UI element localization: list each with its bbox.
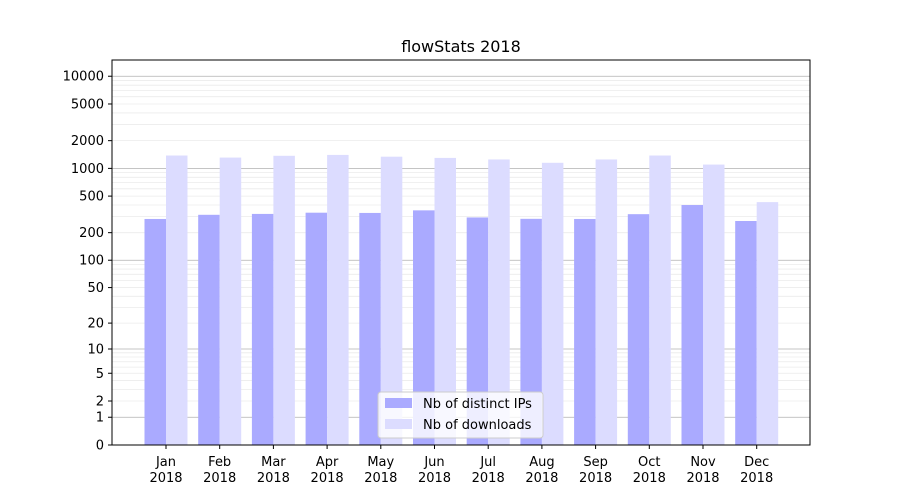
x-tick-label-month: Jun [423, 455, 444, 470]
bar-downloads-dec [756, 202, 779, 445]
x-tick-label-year: 2018 [203, 471, 236, 486]
y-tick-label: 2 [96, 395, 104, 410]
legend-swatch [385, 419, 412, 429]
bar-distinct-ips-dec [735, 220, 757, 445]
bar-distinct-ips-feb [198, 214, 220, 445]
plot-frame [111, 59, 811, 446]
x-tick-label-year: 2018 [633, 471, 666, 486]
x-tick-label-month: Nov [690, 455, 716, 470]
y-axis: 0 12 5 10 20 50 100 200 500 1000 2000 5000 10000 [63, 70, 112, 454]
x-tick-label-month: Sep [583, 455, 608, 470]
y-tick-label: 50 [87, 281, 104, 296]
bar-downloads-jun [434, 157, 456, 445]
bar-distinct-ips-aug [520, 218, 542, 445]
x-tick-label-month: Jan [155, 455, 176, 470]
x-tick-label-month: Mar [261, 455, 286, 470]
x-tick-label-month: May [367, 455, 394, 470]
legend: Nb of distinct IPs Nb of downloads [377, 391, 544, 439]
legend-label: Nb of distinct IPs [423, 397, 532, 412]
x-tick-label-year: 2018 [418, 471, 451, 486]
chart-title: flowStats 2018 [401, 37, 521, 56]
bar-downloads-apr [327, 154, 349, 445]
bar-distinct-ips-jul [466, 217, 489, 445]
bar-distinct-ips-jan [144, 218, 166, 445]
bar-distinct-ips-apr [305, 212, 328, 445]
y-tick-label: 5000 [71, 97, 104, 112]
bar-distinct-ips-jun [413, 210, 435, 445]
bar-downloads-oct [649, 155, 671, 445]
x-axis: Jan2018Feb2018Mar2018Apr2018May2018Jun20… [149, 445, 773, 486]
bars-layer [144, 154, 779, 446]
y-tick-label: 200 [79, 226, 104, 241]
bar-distinct-ips-sep [574, 218, 596, 445]
x-tick-label-year: 2018 [364, 471, 397, 486]
bar-distinct-ips-nov [681, 205, 703, 445]
y-tick-label: 10000 [63, 70, 104, 85]
x-tick-label-month: Jul [479, 455, 496, 470]
bar-downloads-aug [541, 162, 564, 445]
x-tick-label-month: Aug [529, 455, 554, 470]
bar-downloads-feb [219, 157, 242, 445]
bar-downloads-jan [166, 155, 188, 445]
bar-downloads-may [380, 156, 403, 445]
bar-distinct-ips-oct [627, 214, 650, 445]
x-tick-label-year: 2018 [525, 471, 558, 486]
bar-distinct-ips-may [359, 212, 381, 445]
bar-downloads-nov [703, 164, 725, 446]
y-tick-label: 10 [87, 342, 104, 357]
x-tick-label-year: 2018 [686, 471, 719, 486]
x-tick-label-year: 2018 [257, 471, 290, 486]
x-tick-label-year: 2018 [740, 471, 773, 486]
x-tick-label-month: Oct [638, 455, 660, 470]
legend-label: Nb of downloads [423, 418, 532, 433]
y-tick-label: 500 [79, 190, 104, 205]
legend-swatch [385, 398, 412, 408]
y-tick-label: 1 [96, 411, 104, 426]
y-tick-label: 2000 [71, 134, 104, 149]
bar-downloads-jul [488, 159, 510, 445]
y-tick-label: 0 [96, 439, 104, 454]
y-tick-label: 5 [96, 367, 104, 382]
x-tick-label-month: Apr [316, 455, 339, 470]
legend-box [377, 391, 544, 439]
x-tick-label-month: Feb [208, 455, 231, 470]
x-tick-label-year: 2018 [472, 471, 505, 486]
bar-distinct-ips-mar [251, 213, 274, 445]
y-tick-label: 20 [87, 317, 104, 332]
x-tick-label-year: 2018 [311, 471, 344, 486]
y-tick-label: 100 [79, 254, 104, 269]
y-tick-label: 1000 [71, 162, 104, 177]
x-tick-label-year: 2018 [579, 471, 612, 486]
x-tick-label-year: 2018 [149, 471, 182, 486]
x-tick-label-month: Dec [744, 455, 769, 470]
bar-downloads-sep [595, 159, 618, 445]
bar-downloads-mar [273, 155, 295, 446]
